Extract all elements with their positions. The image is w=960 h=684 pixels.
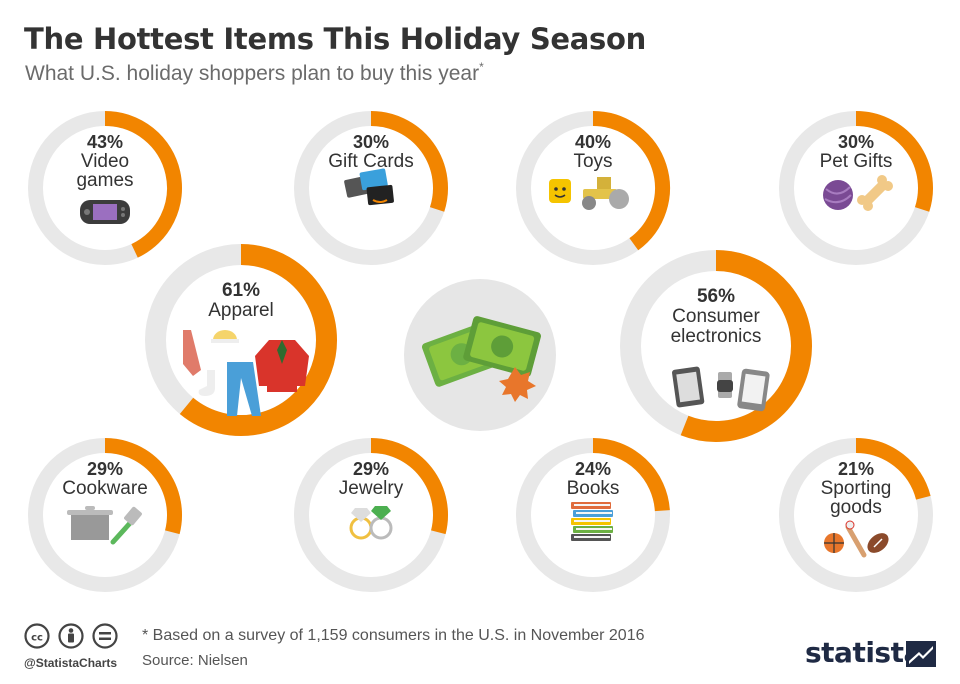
value-label: 30% [353, 132, 389, 152]
donut-apparel: 61%Apparel [145, 244, 337, 436]
value-label: 61% [222, 280, 260, 301]
value-label: 56% [697, 286, 735, 307]
donut-value-arc [104, 438, 182, 535]
donut-value-arc [855, 438, 931, 500]
value-label: 43% [87, 132, 123, 152]
category-label: Books [567, 478, 620, 499]
category-label: Toys [573, 151, 612, 172]
donut-value-arc [370, 438, 448, 535]
donut-toys: 40%Toys [516, 111, 670, 265]
donut-cookware: 29%Cookware [28, 438, 182, 592]
donut-value-arc [592, 438, 670, 512]
attribution-icon [58, 623, 84, 649]
category-label: Sporting [821, 478, 892, 499]
donut-inner [43, 126, 167, 250]
category-label: Pet Gifts [820, 151, 893, 172]
donut-inner [309, 453, 433, 577]
category-label: Apparel [208, 300, 274, 321]
value-label: 21% [838, 459, 874, 479]
category-label: Cookware [62, 478, 148, 499]
donut-books: 24%Books [516, 438, 670, 592]
subtitle-asterisk: * [479, 60, 484, 74]
donut-value-arc [855, 111, 933, 212]
books-icon [571, 502, 613, 541]
value-label: 40% [575, 132, 611, 152]
statista-logo-icon [906, 641, 936, 667]
electronics-icon [672, 366, 770, 412]
source-note: Source: Nielsen [142, 652, 248, 669]
gift-cards-icon [344, 168, 394, 206]
apparel-icon [183, 330, 309, 416]
money-center-icon [404, 279, 556, 431]
creative-commons-icon: cc [24, 623, 50, 649]
value-label: 30% [838, 132, 874, 152]
value-label: 24% [575, 459, 611, 479]
category-label: Video [81, 151, 129, 172]
svg-text:cc: cc [31, 633, 43, 644]
category-label: Jewelry [339, 478, 404, 499]
category-label: games [76, 170, 133, 191]
donut-jewelry: 29%Jewelry [294, 438, 448, 592]
donut-value-arc [680, 250, 812, 442]
category-label: electronics [671, 326, 762, 347]
handheld-console-icon [80, 200, 130, 224]
statista-logo[interactable]: statista [805, 636, 922, 669]
donut-value-arc [179, 244, 337, 436]
category-label: Gift Cards [328, 151, 414, 172]
license-icons: cc [24, 623, 124, 656]
value-label: 29% [87, 459, 123, 479]
chart-subtitle: What U.S. holiday shoppers plan to buy t… [25, 60, 484, 86]
subtitle-text: What U.S. holiday shoppers plan to buy t… [25, 62, 480, 85]
donut-value-arc [104, 111, 182, 258]
category-label: goods [830, 497, 882, 518]
jewelry-icon [349, 506, 393, 540]
donut-inner [794, 126, 918, 250]
donut-pet-gifts: 30%Pet Gifts [779, 111, 933, 265]
toys-icon [549, 177, 629, 210]
footnote: * Based on a survey of 1,159 consumers i… [142, 627, 645, 644]
donut-inner [531, 126, 655, 250]
value-label: 29% [353, 459, 389, 479]
sporting-goods-icon [824, 520, 889, 558]
donut-value-arc [592, 111, 670, 251]
chart-title: The Hottest Items This Holiday Season [24, 22, 646, 56]
category-label: Consumer [672, 306, 760, 327]
social-handle: @StatistaCharts [24, 656, 118, 670]
donut-gift-cards: 30%Gift Cards [294, 111, 448, 265]
cookware-icon [67, 506, 142, 545]
pet-gifts-icon [823, 175, 893, 211]
donut-value-arc [370, 111, 448, 212]
no-derivatives-icon [92, 623, 118, 649]
